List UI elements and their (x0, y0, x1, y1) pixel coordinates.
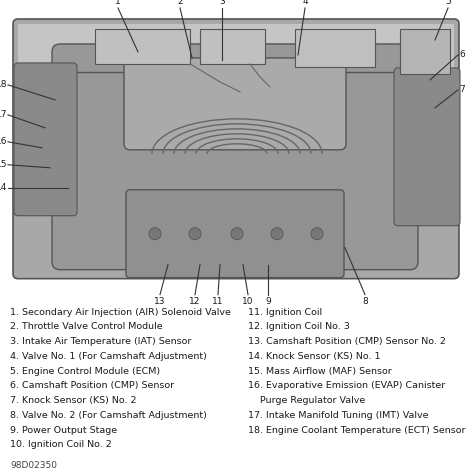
Text: 1. Secondary Air Injection (AIR) Solenoid Valve: 1. Secondary Air Injection (AIR) Solenoi… (10, 308, 231, 317)
Circle shape (189, 228, 201, 240)
Text: 14: 14 (0, 183, 7, 192)
Text: 10: 10 (242, 296, 254, 305)
Text: 3. Intake Air Temperature (IAT) Sensor: 3. Intake Air Temperature (IAT) Sensor (10, 337, 191, 346)
FancyBboxPatch shape (52, 44, 418, 270)
Circle shape (231, 228, 243, 240)
Text: 15: 15 (0, 160, 7, 169)
Text: 13: 13 (154, 296, 166, 305)
Text: 15. Mass Airflow (MAF) Sensor: 15. Mass Airflow (MAF) Sensor (248, 367, 392, 376)
Bar (18, 24, 454, 72)
Text: 12: 12 (189, 296, 201, 305)
Text: 11. Ignition Coil: 11. Ignition Coil (248, 308, 322, 317)
Text: 18. Engine Coolant Temperature (ECT) Sensor: 18. Engine Coolant Temperature (ECT) Sen… (248, 426, 465, 435)
Text: 10. Ignition Coil No. 2: 10. Ignition Coil No. 2 (10, 440, 112, 449)
Text: Purge Regulator Valve: Purge Regulator Valve (248, 396, 365, 405)
Text: 17: 17 (0, 110, 7, 119)
Circle shape (311, 228, 323, 240)
Circle shape (149, 228, 161, 240)
Text: 6. Camshaft Position (CMP) Sensor: 6. Camshaft Position (CMP) Sensor (10, 381, 174, 390)
Bar (200, 29, 265, 64)
Text: 12. Ignition Coil No. 3: 12. Ignition Coil No. 3 (248, 323, 350, 332)
Text: 13. Camshaft Position (CMP) Sensor No. 2: 13. Camshaft Position (CMP) Sensor No. 2 (248, 337, 446, 346)
Text: 2: 2 (177, 0, 183, 6)
Text: 3: 3 (219, 0, 225, 6)
Text: 16: 16 (0, 137, 7, 146)
Text: 4. Valve No. 1 (For Camshaft Adjustment): 4. Valve No. 1 (For Camshaft Adjustment) (10, 352, 207, 361)
Text: 7: 7 (459, 86, 465, 95)
Bar (95, 29, 190, 64)
Text: 11: 11 (212, 296, 224, 305)
FancyBboxPatch shape (124, 58, 346, 150)
FancyBboxPatch shape (126, 190, 344, 278)
FancyBboxPatch shape (394, 68, 460, 226)
Bar (400, 29, 450, 74)
Text: 18: 18 (0, 80, 7, 89)
FancyBboxPatch shape (14, 63, 77, 216)
Text: 4: 4 (302, 0, 308, 6)
FancyBboxPatch shape (13, 19, 459, 279)
Text: 16. Evaporative Emission (EVAP) Canister: 16. Evaporative Emission (EVAP) Canister (248, 381, 445, 390)
Text: 2. Throttle Valve Control Module: 2. Throttle Valve Control Module (10, 323, 163, 332)
Text: 7. Knock Sensor (KS) No. 2: 7. Knock Sensor (KS) No. 2 (10, 396, 137, 405)
Text: 14. Knock Sensor (KS) No. 1: 14. Knock Sensor (KS) No. 1 (248, 352, 381, 361)
Bar (295, 29, 375, 67)
Text: 17. Intake Manifold Tuning (IMT) Valve: 17. Intake Manifold Tuning (IMT) Valve (248, 411, 428, 420)
Text: 8: 8 (362, 296, 368, 305)
Text: 5. Engine Control Module (ECM): 5. Engine Control Module (ECM) (10, 367, 160, 376)
Text: 1: 1 (115, 0, 121, 6)
Text: 5: 5 (445, 0, 451, 6)
Circle shape (271, 228, 283, 240)
Text: 6: 6 (459, 50, 465, 59)
Text: 9: 9 (265, 296, 271, 305)
Text: 8. Valve No. 2 (For Camshaft Adjustment): 8. Valve No. 2 (For Camshaft Adjustment) (10, 411, 207, 420)
Text: 98D02350: 98D02350 (10, 461, 57, 470)
Text: 9. Power Output Stage: 9. Power Output Stage (10, 426, 117, 435)
